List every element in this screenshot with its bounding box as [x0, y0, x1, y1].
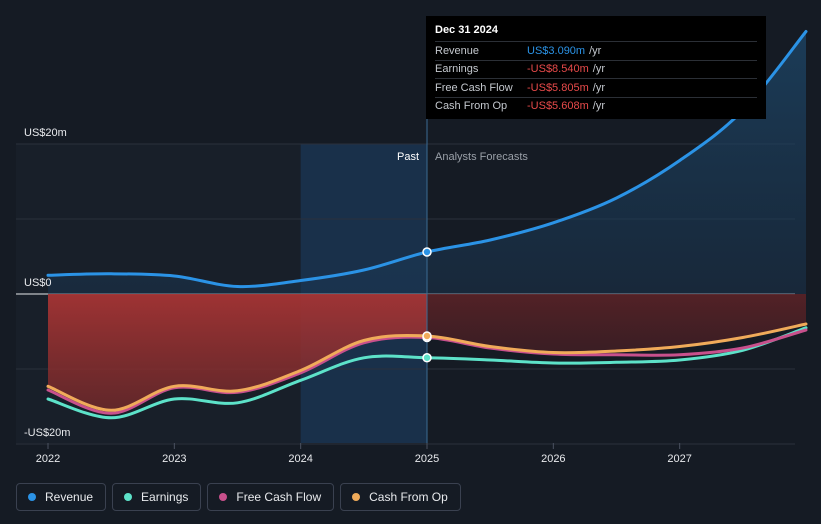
- tooltip-unit: /yr: [592, 63, 605, 76]
- legend-item-revenue[interactable]: Revenue: [16, 483, 107, 511]
- tooltip-label: Revenue: [435, 44, 480, 57]
- x-axis-ticks: 2022 2023 2024 2025 2026 2027: [36, 443, 692, 465]
- legend-label: Free Cash Flow: [236, 490, 322, 504]
- negative-area-past: [48, 294, 427, 411]
- series-line-revenue: [46, 30, 808, 289]
- x-tick-label: 2023: [162, 453, 186, 465]
- series-line-earnings: [46, 326, 808, 420]
- tooltip-label: Free Cash Flow: [435, 81, 513, 94]
- legend-label: Cash From Op: [369, 490, 448, 504]
- legend-label: Revenue: [45, 490, 94, 504]
- tooltip-row-free-cash-flow: Free Cash Flow -US$5.805m /yr: [435, 78, 757, 97]
- highlight-point-earnings: [422, 353, 432, 363]
- highlight-point-revenue: [422, 247, 432, 257]
- y-label-bottom: -US$20m: [24, 427, 70, 439]
- tooltip-unit: /yr: [592, 81, 605, 94]
- tooltip-row-revenue: Revenue US$3.090m /yr: [435, 41, 757, 60]
- tooltip-unit: /yr: [589, 44, 602, 57]
- legend-item-cash-from-op[interactable]: Cash From Op: [340, 483, 461, 511]
- legend-dot-icon: [352, 493, 361, 501]
- tooltip-value: -US$5.805m: [527, 81, 589, 94]
- legend-dot-icon: [219, 493, 228, 501]
- x-tick-label: 2025: [415, 453, 439, 465]
- tooltip-value: -US$5.608m: [527, 100, 589, 113]
- tooltip-label: Earnings: [435, 63, 479, 76]
- areas: [48, 31, 806, 411]
- legend-dot-icon: [28, 493, 36, 501]
- past-label: Past: [397, 151, 419, 163]
- legend: Revenue Earnings Free Cash Flow Cash Fro…: [16, 483, 461, 511]
- negative-area-forecast: [427, 294, 806, 353]
- tooltip-label: Cash From Op: [435, 100, 508, 113]
- legend-item-free-cash-flow[interactable]: Free Cash Flow: [207, 483, 335, 511]
- x-tick-label: 2026: [541, 453, 565, 465]
- tooltip-unit: /yr: [592, 100, 605, 113]
- x-tick-label: 2027: [667, 453, 691, 465]
- legend-item-earnings[interactable]: Earnings: [112, 483, 202, 511]
- highlight-point-cash-from-op: [422, 331, 432, 341]
- highlight-points: [422, 247, 432, 363]
- forecast-label: Analysts Forecasts: [435, 151, 528, 163]
- y-label-zero: US$0: [24, 277, 52, 289]
- y-label-top: US$20m: [24, 127, 67, 139]
- tooltip-value: -US$8.540m: [527, 63, 589, 76]
- tooltip-date: Dec 31 2024: [435, 24, 498, 36]
- x-tick-label: 2024: [288, 453, 312, 465]
- revenue-area: [48, 31, 806, 294]
- legend-dot-icon: [124, 493, 133, 501]
- x-tick-label: 2022: [36, 453, 60, 465]
- tooltip-row-cash-from-op: Cash From Op -US$5.608m /yr: [435, 96, 757, 116]
- legend-label: Earnings: [141, 490, 189, 504]
- tooltip: Dec 31 2024 Revenue US$3.090m /yr Earnin…: [426, 16, 766, 119]
- tooltip-value: US$3.090m: [527, 44, 586, 57]
- tooltip-row-earnings: Earnings -US$8.540m /yr: [435, 59, 757, 79]
